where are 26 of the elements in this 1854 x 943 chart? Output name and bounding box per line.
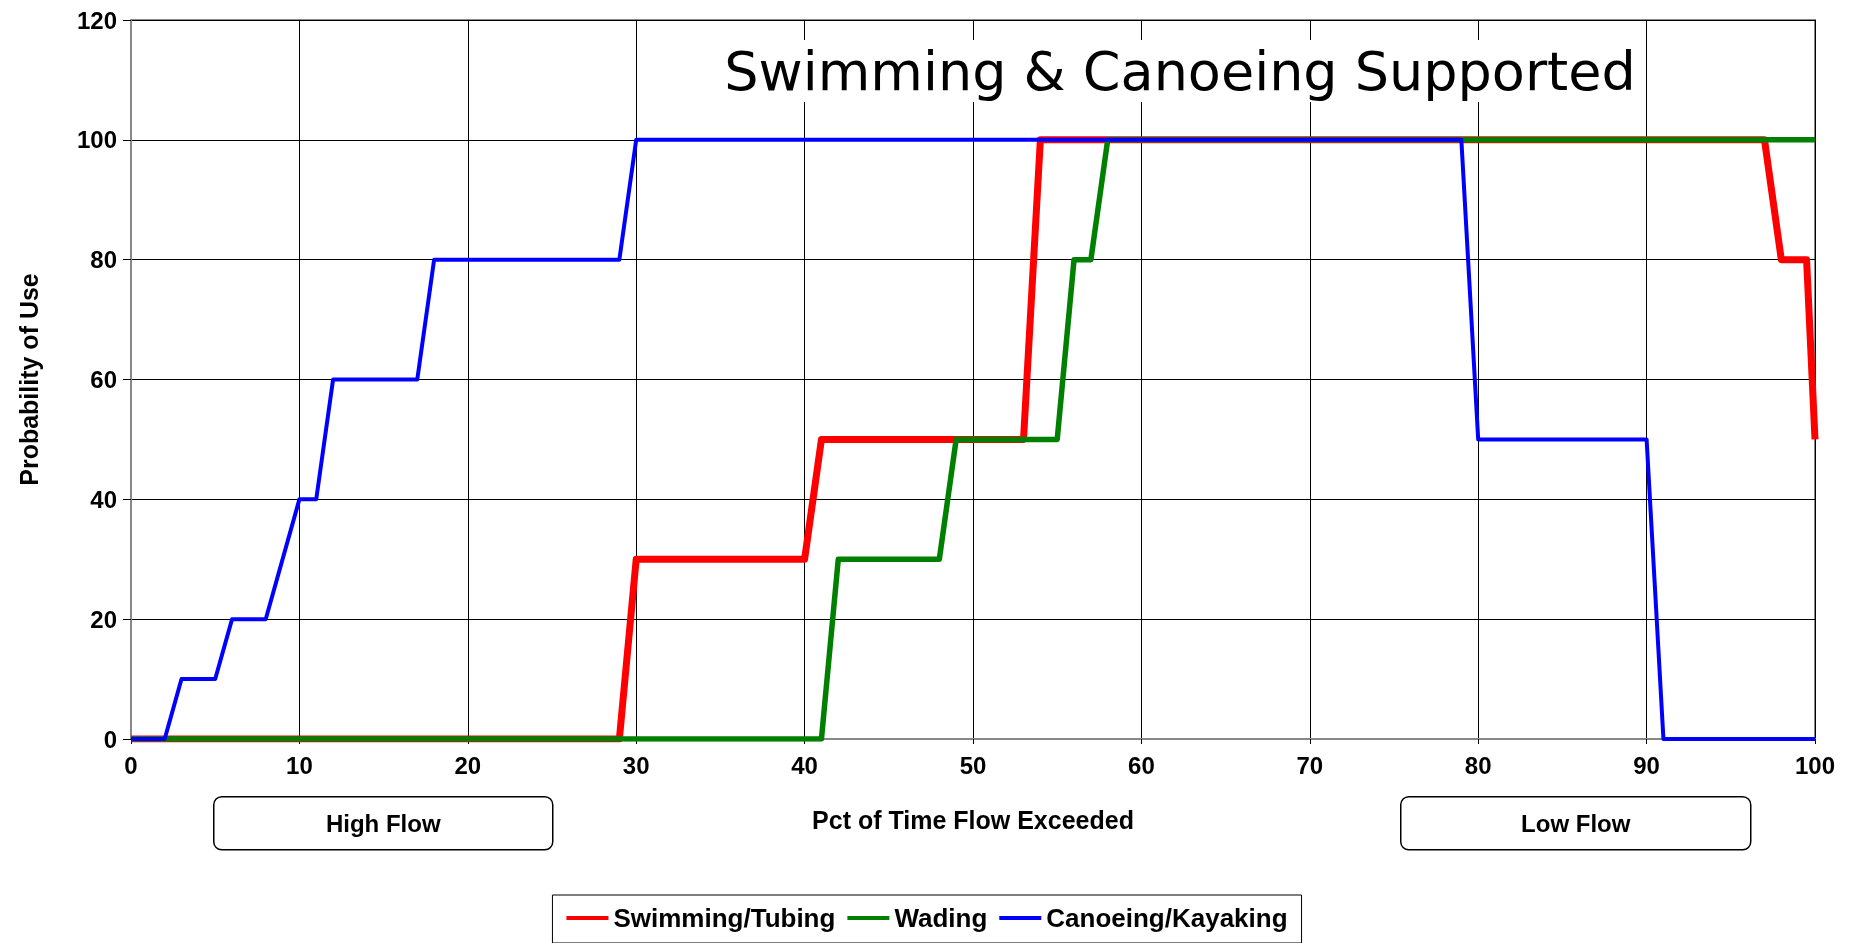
y-tick-label: 60 (90, 366, 117, 393)
y-tick-label: 20 (90, 605, 117, 633)
x-tick-label: 0 (124, 751, 138, 779)
chart-title: Swimming & Canoeing Supported (724, 39, 1636, 103)
x-tick-label: 100 (1794, 751, 1836, 779)
y-axis-title: Probability of Use (14, 273, 43, 486)
x-tick-label: 70 (1296, 751, 1324, 779)
y-tick-label: 80 (90, 246, 117, 274)
legend-label: Wading (894, 903, 988, 933)
y-tick-label: 120 (76, 6, 117, 34)
x-tick-label: 30 (622, 751, 650, 779)
text: High Flow (325, 809, 441, 837)
x-tick-label: 50 (959, 751, 987, 779)
y-tick-label: 40 (90, 485, 117, 513)
x-tick-label: 10 (286, 751, 313, 779)
y-tick-label: 100 (76, 126, 117, 154)
x-tick-label: 90 (1633, 751, 1660, 779)
x-axis-title: Pct of Time Flow Exceeded (812, 805, 1134, 834)
x-tick-label: 40 (791, 751, 818, 779)
x-tick-label: 80 (1464, 751, 1492, 779)
y-tick-label: 0 (103, 725, 117, 753)
text: Low Flow (1521, 809, 1631, 837)
legend-label: Swimming/Tubing (613, 903, 836, 933)
x-tick-label: 60 (1128, 751, 1155, 779)
legend-label: Canoeing/Kayaking (1046, 903, 1288, 933)
x-tick-label: 20 (454, 751, 482, 779)
